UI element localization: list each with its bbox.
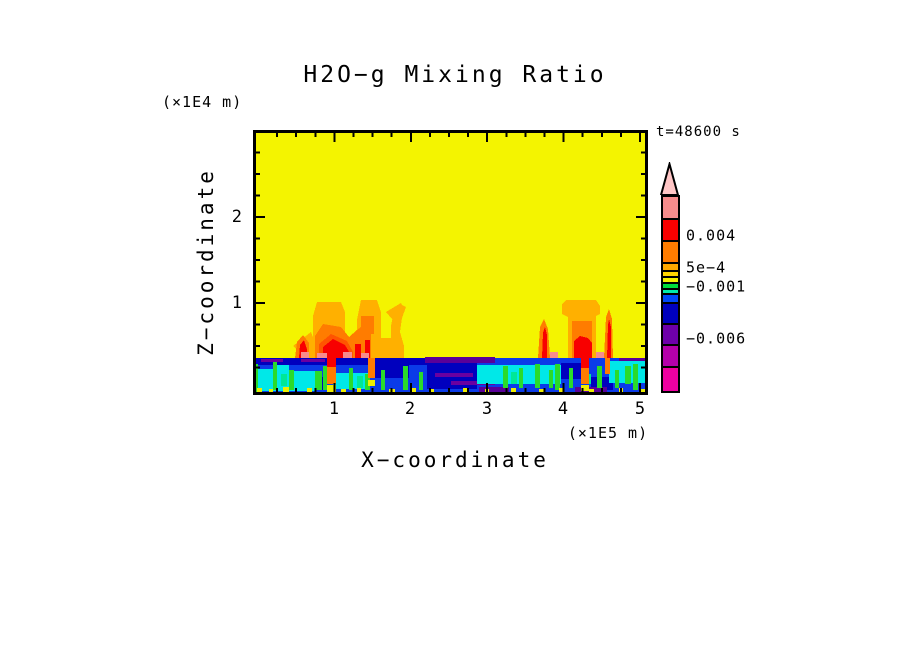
z-tick-label-2: 2 (231, 207, 242, 227)
colorbar-label-m0001: −0.001 (686, 277, 747, 296)
colorbar-label-0004: 0.004 (686, 226, 737, 245)
colorbar-arrow-tip (660, 162, 679, 195)
colorbar-segment-magenta (663, 368, 678, 391)
colorbar-segment-gold (663, 272, 678, 278)
colorbar-segment-spring-green (663, 290, 678, 295)
colorbar-label-5e-4: 5e−4 (686, 258, 727, 277)
contour-plot (253, 130, 648, 395)
colorbar-segment-orange (663, 242, 678, 264)
colorbar-segment-red (663, 220, 678, 242)
plot-frame (253, 130, 648, 395)
colorbar-segment-salmon (663, 197, 678, 220)
x-tick-label-4: 4 (557, 399, 569, 419)
colorbar-segment-green (663, 284, 678, 290)
x-tick-label-5: 5 (634, 399, 646, 419)
z-axis-label: Z−coordinate (194, 168, 218, 356)
colorbar (661, 195, 680, 393)
right-plume-cluster (538, 300, 613, 358)
x-axis-unit: (×1E5 m) (567, 424, 649, 442)
timestamp-label: t=48600 s (656, 124, 741, 140)
colorbar-label-m0006: −0.006 (686, 329, 747, 348)
colorbar-segment-blue (663, 295, 678, 304)
left-plume-cluster (293, 300, 406, 358)
z-axis-unit: (×1E4 m) (162, 93, 243, 111)
colorbar-segment-purple (663, 325, 678, 346)
chart-title: H2O−g Mixing Ratio (303, 62, 607, 88)
colorbar-segment-yellow (663, 278, 678, 284)
x-tick-label-1: 1 (328, 399, 340, 419)
colorbar-segment-magenta-purple (663, 346, 678, 368)
colorbar-segment-amber (663, 264, 678, 272)
x-axis-label: X−coordinate (361, 448, 549, 472)
x-tick-label-3: 3 (481, 399, 493, 419)
colorbar-segment-navy (663, 304, 678, 325)
z-tick-label-1: 1 (231, 293, 242, 313)
surface-layer-band (253, 357, 648, 395)
x-tick-label-2: 2 (404, 399, 416, 419)
